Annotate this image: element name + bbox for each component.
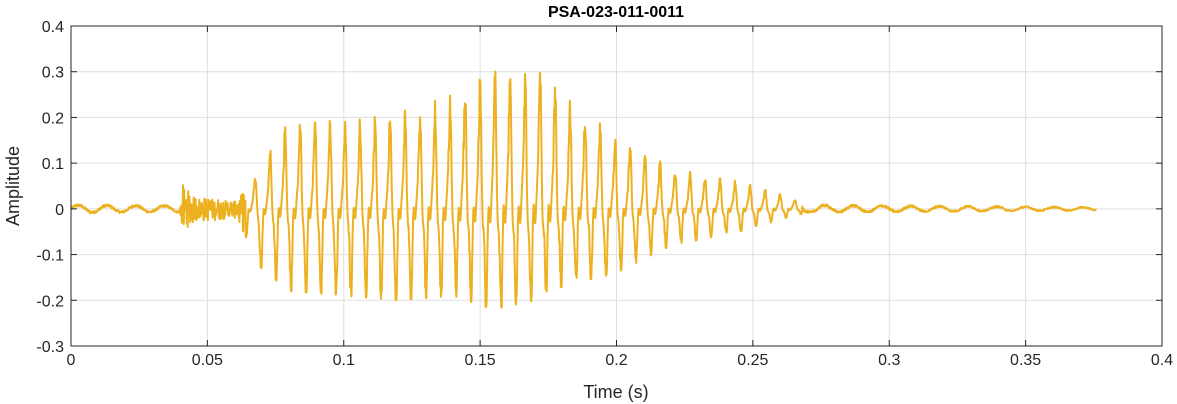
y-tick-label: 0.1 (42, 156, 64, 173)
x-tick-label: 0.05 (192, 352, 223, 369)
axis-ticks (70, 25, 1163, 347)
x-tick-label: 0.25 (737, 352, 768, 369)
y-tick-label: 0.4 (42, 19, 64, 36)
y-tick-labels: -0.3 -0.2 -0.1 0 0.1 0.2 0.3 0.4 (36, 19, 64, 356)
waveform-series-line (70, 70, 1098, 309)
x-axis-label: Time (s) (583, 382, 648, 402)
x-tick-label: 0.3 (878, 352, 900, 369)
series-layer (70, 70, 1098, 309)
x-tick-label: 0.2 (605, 352, 627, 369)
x-tick-label: 0.35 (1010, 352, 1041, 369)
y-tick-label: -0.3 (36, 339, 64, 356)
x-tick-label: 0.1 (333, 352, 355, 369)
chart-title: PSA-023-011-0011 (548, 4, 684, 21)
x-tick-label: 0.15 (465, 352, 496, 369)
y-axis-label: Amplitude (3, 146, 23, 226)
y-tick-label: 0.3 (42, 65, 64, 82)
y-tick-label: 0 (55, 202, 64, 219)
x-tick-label: 0 (67, 352, 76, 369)
x-tick-label: 0.4 (1151, 352, 1173, 369)
y-tick-label: 0.2 (42, 110, 64, 127)
y-tick-label: -0.1 (36, 248, 64, 265)
y-tick-label: -0.2 (36, 293, 64, 310)
x-tick-labels: 0 0.05 0.1 0.15 0.2 0.25 0.3 0.35 0.4 (67, 352, 1174, 369)
